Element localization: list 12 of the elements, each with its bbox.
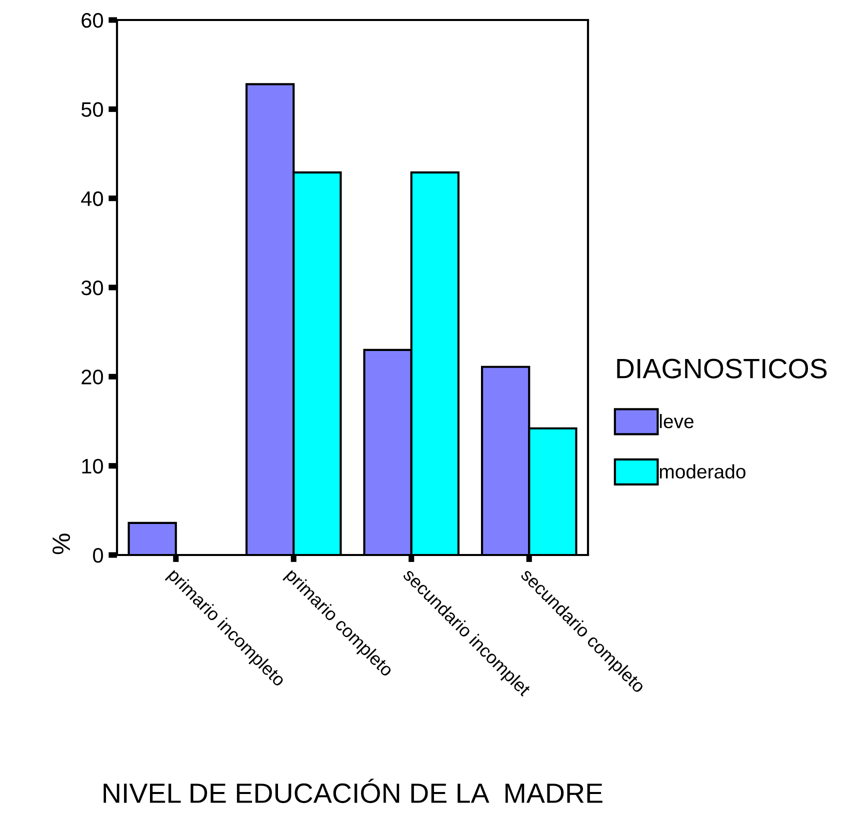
legend-label: moderado xyxy=(660,464,746,479)
y-tick-label: 20 xyxy=(82,370,103,384)
y-tick-label: 40 xyxy=(81,191,103,206)
legend-label: leve xyxy=(660,414,694,428)
legend-title: DIAGNOSTICOS xyxy=(617,358,827,378)
x-axis-title: NIVEL DE EDUCACIÓN DE LA MADRE xyxy=(104,778,602,804)
y-tick-label: 60 xyxy=(82,13,103,28)
y-axis-title: % xyxy=(52,534,70,554)
y-tick-label: 10 xyxy=(82,458,103,474)
y-tick-label: 50 xyxy=(81,102,103,117)
y-tick-label: 30 xyxy=(81,280,103,296)
y-tick-label: 0 xyxy=(93,548,103,563)
